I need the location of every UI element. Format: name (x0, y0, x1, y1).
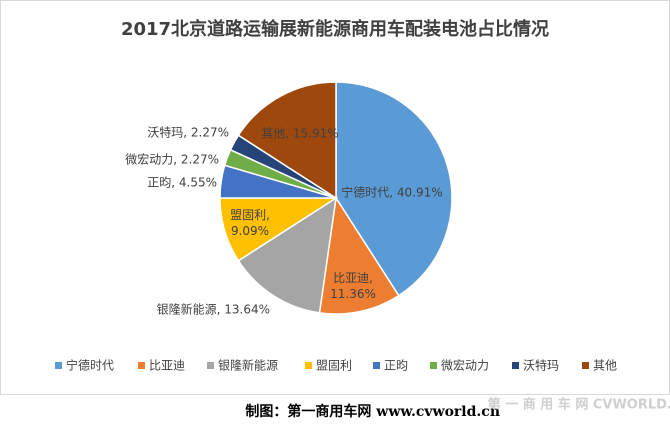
data-label: 比亚迪, 11.36% (330, 271, 376, 301)
legend-label: 微宏动力 (441, 358, 489, 373)
pie-slice (237, 196, 337, 314)
legend-label: 正昀 (384, 359, 408, 373)
data-label: 正昀, 4.55% (147, 176, 217, 190)
watermark: 第 一 商 用 车 网 CVWORLD.CN (488, 397, 670, 413)
chart-title: 2017北京道路运输展新能源商用车配装电池占比情况 (121, 18, 549, 40)
legend-label: 其他 (593, 359, 617, 373)
pie-slice (237, 81, 337, 200)
legend-label: 银隆新能源 (218, 358, 278, 373)
legend-marker (138, 362, 145, 369)
legend-label: 盟固利 (316, 359, 352, 373)
footer: 制图：第一商用车网 www.cvworld.cn (245, 403, 500, 420)
legend-marker (582, 362, 589, 369)
legend-marker (55, 362, 62, 369)
legend-marker (305, 362, 312, 369)
data-label: 其他, 15.91% (261, 127, 338, 141)
legend-label: 宁德时代 (66, 358, 114, 373)
data-label: 盟固利, 9.09% (230, 208, 270, 238)
legend-marker (512, 362, 519, 369)
pie-slice (318, 195, 400, 315)
legend-marker (430, 362, 437, 369)
legend-label: 沃特玛 (523, 358, 559, 373)
legend-marker (373, 362, 380, 369)
legend-label: 比亚迪 (149, 359, 185, 373)
data-label: 微宏动力, 2.27% (125, 152, 219, 167)
legend-marker (207, 362, 214, 369)
data-label: 沃特玛, 2.27% (147, 125, 229, 140)
data-label: 宁德时代, 40.91% (341, 185, 442, 200)
data-label: 银隆新能源, 13.64% (157, 302, 270, 317)
